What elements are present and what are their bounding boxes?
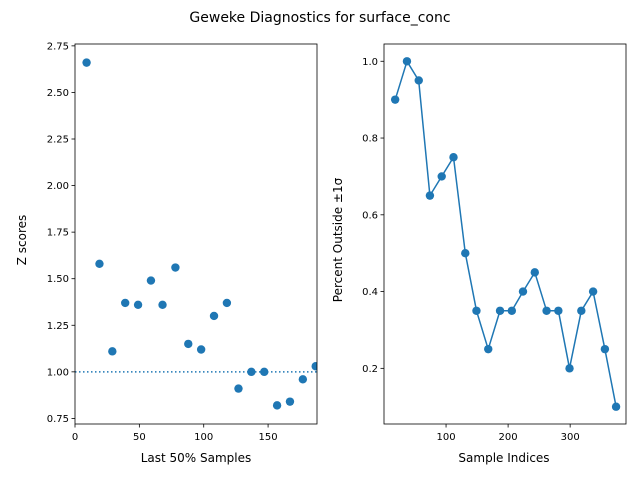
right-data-point <box>390 95 400 104</box>
right-data-point <box>577 306 586 315</box>
figure-title: Geweke Diagnostics for surface_conc <box>189 10 450 26</box>
left-data-point <box>184 339 193 349</box>
right-chart-ylabel: Percent Outside ±1σ <box>331 177 345 302</box>
left-data-point <box>133 300 143 309</box>
right-data-point <box>461 248 470 258</box>
right-data-point <box>611 402 621 411</box>
right-data-point <box>414 76 423 85</box>
right-data-point <box>542 306 551 315</box>
left-data-point <box>298 375 308 384</box>
right-data-point <box>588 287 598 296</box>
left-data-point <box>234 384 243 393</box>
right-x-tick-label: 200 <box>499 432 518 443</box>
left-y-tick-label: 2.50 <box>47 88 69 99</box>
left-x-tick-label: 100 <box>194 432 213 443</box>
right-data-point <box>507 306 517 315</box>
right-y-tick-label: 0.8 <box>362 134 378 145</box>
left-x-tick-label: 50 <box>133 432 146 443</box>
right-plot-area <box>390 57 621 411</box>
right-y-tick-label: 0.2 <box>362 364 378 375</box>
right-data-point <box>554 306 563 315</box>
right-data-point <box>530 268 539 277</box>
left-data-point <box>158 300 167 309</box>
right-y-tick-label: 1.0 <box>362 57 378 68</box>
right-x-tick-label: 100 <box>437 432 456 443</box>
left-data-point <box>285 397 295 406</box>
left-chart: Last 50% Samples Z scores 0 50 100 150 0.75 1… <box>15 41 318 465</box>
right-data-point <box>600 344 610 354</box>
right-data-point <box>437 172 446 181</box>
right-data-point <box>518 287 528 296</box>
right-data-point <box>495 306 505 315</box>
left-y-tick-label: 2.75 <box>47 41 69 52</box>
left-data-point <box>82 58 91 67</box>
right-axes-frame <box>383 43 627 425</box>
left-y-tick-label: 2.25 <box>47 135 69 146</box>
left-plot-area <box>75 58 317 410</box>
left-data-point <box>95 259 104 269</box>
left-y-tick-label: 1.00 <box>47 367 69 378</box>
left-y-tick-label: 0.75 <box>47 414 69 425</box>
left-chart-xlabel: Last 50% Samples <box>141 451 252 465</box>
left-y-tick-label: 1.75 <box>47 228 69 239</box>
right-y-tick-label: 0.6 <box>362 210 378 221</box>
right-chart-xlabel: Sample Indices <box>458 451 549 465</box>
left-y-tick-label: 1.50 <box>47 274 69 285</box>
left-data-point <box>311 362 317 371</box>
left-data-point <box>196 345 206 354</box>
right-data-point <box>402 57 412 66</box>
left-data-point <box>247 367 256 377</box>
left-data-point <box>260 367 269 377</box>
left-data-point <box>121 298 130 308</box>
left-data-point <box>108 347 117 356</box>
left-data-point <box>171 263 180 272</box>
left-x-tick-label: 0 <box>72 432 78 443</box>
right-x-tick-label: 300 <box>561 432 580 443</box>
right-data-point <box>484 344 493 354</box>
left-data-point <box>209 311 219 321</box>
right-data-point <box>425 191 435 200</box>
right-chart: Sample Indices Percent Outside ±1σ 100 20… <box>331 43 627 465</box>
left-chart-ylabel: Z scores <box>15 215 29 266</box>
right-y-tick-label: 0.4 <box>362 287 378 298</box>
left-data-point <box>222 298 232 308</box>
left-x-tick-label: 150 <box>259 432 278 443</box>
left-data-point <box>272 401 282 410</box>
right-data-point <box>565 364 574 373</box>
left-y-tick-label: 2.00 <box>47 181 69 192</box>
right-data-point <box>449 153 458 162</box>
left-axes-frame <box>74 43 318 425</box>
right-data-point <box>472 306 481 315</box>
left-y-tick-label: 1.25 <box>47 321 69 332</box>
left-data-point <box>146 276 156 285</box>
